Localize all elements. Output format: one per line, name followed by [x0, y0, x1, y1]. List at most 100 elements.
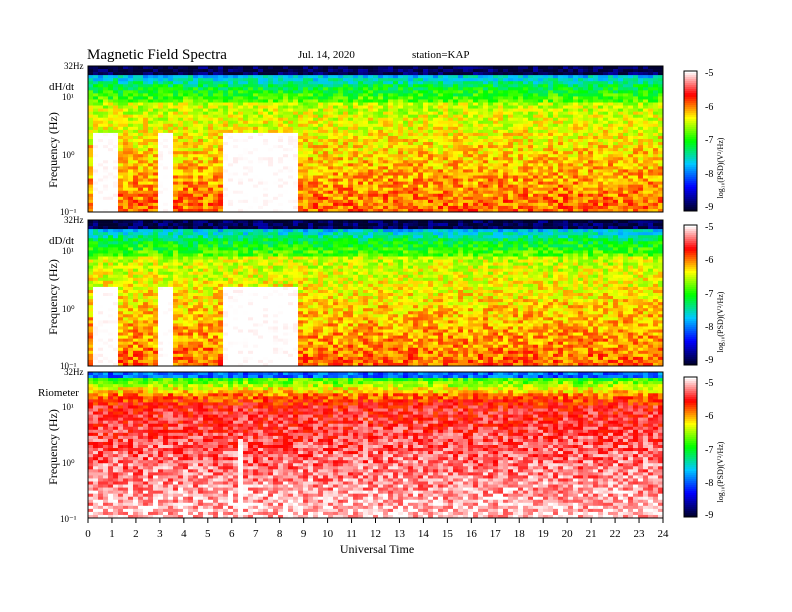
spectrogram-cell — [128, 99, 134, 103]
spectrogram-cell — [573, 135, 579, 140]
spectrogram-cell — [503, 193, 509, 198]
spectrogram-cell — [448, 190, 454, 195]
spectrogram-cell — [448, 72, 454, 76]
spectrogram-cell — [448, 145, 454, 149]
spectrogram-cell — [238, 123, 244, 128]
spectrogram-cell — [293, 148, 299, 152]
spectrogram-cell — [268, 114, 274, 119]
spectrogram-cell — [168, 84, 174, 88]
spectrogram-cell — [418, 90, 424, 94]
spectrogram-cell — [653, 108, 659, 112]
spectrogram-cell — [468, 90, 474, 94]
spectrogram-cell — [263, 178, 269, 182]
spectrogram-cell — [408, 99, 414, 103]
spectrogram-cell — [348, 117, 354, 122]
spectrogram-cell — [328, 66, 334, 70]
spectrogram-cell — [443, 108, 449, 112]
spectrogram-cell — [613, 93, 619, 97]
spectrogram-cell — [298, 142, 304, 146]
spectrogram-cell — [238, 175, 244, 179]
spectrogram-cell — [608, 111, 614, 115]
spectrogram-cell — [628, 132, 634, 137]
spectrogram-cell — [198, 145, 204, 149]
spectrogram-cell — [343, 72, 349, 76]
spectrogram-cell — [603, 105, 609, 109]
spectrogram-cell — [93, 148, 99, 152]
spectrogram-cell — [588, 135, 594, 140]
spectrogram-cell — [258, 120, 264, 125]
spectrogram-cell — [523, 169, 529, 173]
spectrogram-cell — [348, 190, 354, 195]
spectrogram-cell — [238, 87, 244, 91]
spectrogram-cell — [523, 157, 529, 161]
spectrogram-cell — [138, 196, 144, 201]
spectrogram-cell — [563, 154, 569, 158]
spectrogram-cell — [618, 75, 624, 79]
spectrogram-cell — [423, 96, 429, 100]
spectrogram-cell — [493, 193, 499, 198]
spectrogram-cell — [98, 105, 104, 109]
spectrogram-cell — [303, 72, 309, 76]
spectrogram-cell — [483, 169, 489, 173]
spectrogram-cell — [383, 69, 389, 73]
spectrogram-cell — [253, 163, 259, 167]
spectrogram-cell — [293, 132, 299, 137]
spectrogram-cell — [218, 166, 224, 170]
spectrogram-cell — [258, 154, 264, 158]
spectrogram-cell — [578, 93, 584, 97]
spectrogram-cell — [298, 132, 304, 137]
spectrogram-cell — [268, 81, 274, 85]
spectrogram-cell — [593, 145, 599, 149]
spectrogram-cell — [138, 163, 144, 167]
spectrogram-cell — [283, 117, 289, 122]
spectrogram-cell — [518, 114, 524, 119]
spectrogram-cell — [533, 111, 539, 115]
spectrogram-cell — [503, 108, 509, 112]
spectrogram-cell — [398, 148, 404, 152]
spectrogram-cell — [183, 184, 189, 188]
spectrogram-cell — [98, 93, 104, 97]
spectrogram-cell — [588, 169, 594, 173]
spectrogram-cell — [533, 120, 539, 125]
spectrogram-cell — [368, 111, 374, 115]
spectrogram-cell — [523, 135, 529, 140]
spectrogram-cell — [218, 145, 224, 149]
spectrogram-cell — [443, 142, 449, 146]
spectrogram-cell — [593, 123, 599, 128]
spectrogram-cell — [313, 90, 319, 94]
spectrogram-cell — [543, 151, 549, 155]
spectrogram-cell — [468, 126, 474, 131]
spectrogram-cell — [373, 87, 379, 91]
spectrogram-cell — [158, 87, 164, 91]
spectrogram-cell — [443, 193, 449, 198]
spectrogram-cell — [228, 87, 234, 91]
spectrogram-cell — [308, 139, 314, 143]
spectrogram-cell — [433, 142, 439, 146]
spectrogram-cell — [478, 81, 484, 85]
spectrogram-cell — [268, 69, 274, 73]
spectrogram-cell — [618, 99, 624, 103]
spectrogram-cell — [293, 78, 299, 82]
spectrogram-cell — [533, 66, 539, 70]
spectrogram-cell — [603, 111, 609, 115]
spectrogram-cell — [518, 154, 524, 158]
spectrogram-cell — [608, 93, 614, 97]
spectrogram-cell — [638, 117, 644, 122]
spectrogram-cell — [263, 87, 269, 91]
spectrogram-cell — [333, 190, 339, 195]
spectrogram-cell — [323, 66, 329, 70]
spectrogram-cell — [418, 111, 424, 115]
spectrogram-cell — [298, 154, 304, 158]
spectrogram-cell — [628, 129, 634, 134]
spectrogram-cell — [108, 105, 114, 109]
spectrogram-cell — [608, 181, 614, 185]
spectrogram-cell — [98, 184, 104, 188]
spectrogram-cell — [303, 175, 309, 179]
spectrogram-cell — [618, 139, 624, 143]
spectrogram-cell — [638, 66, 644, 70]
spectrogram-cell — [413, 75, 419, 79]
spectrogram-cell — [338, 187, 344, 192]
spectrogram-cell — [543, 160, 549, 164]
spectrogram-cell — [503, 84, 509, 88]
spectrogram-cell — [573, 184, 579, 188]
